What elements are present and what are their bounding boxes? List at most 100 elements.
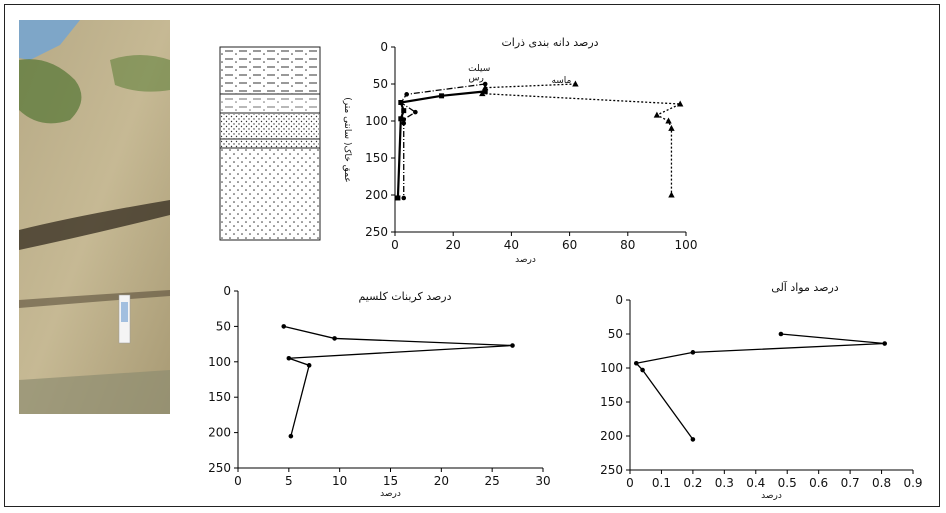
y-tick-label: 250 bbox=[208, 461, 231, 475]
data-point bbox=[668, 191, 675, 198]
layer-fine-sand bbox=[221, 114, 319, 139]
data-point bbox=[439, 93, 445, 99]
series-label: ماسه bbox=[551, 76, 571, 86]
series-label: سیلت bbox=[468, 64, 490, 74]
data-point bbox=[398, 116, 404, 122]
data-point bbox=[281, 324, 287, 329]
layer-silty-clay bbox=[221, 48, 319, 94]
y-tick-label: 250 bbox=[600, 463, 623, 477]
ground-base bbox=[19, 370, 170, 414]
data-point bbox=[690, 437, 696, 442]
x-tick-label: 0 bbox=[234, 474, 242, 488]
data-point bbox=[668, 124, 675, 131]
y-tick-label: 200 bbox=[600, 429, 623, 443]
data-point bbox=[398, 100, 404, 105]
data-point bbox=[778, 331, 784, 337]
data-point bbox=[479, 90, 486, 97]
x-tick-label: 5 bbox=[285, 474, 293, 488]
x-tick-label: 0.9 bbox=[903, 476, 922, 490]
data-point bbox=[482, 88, 488, 94]
chart-title: درصد کربنات کلسیم bbox=[358, 290, 451, 303]
data-point bbox=[395, 195, 401, 201]
y-axis-label: عمق خاک( سانتی متر) bbox=[342, 97, 353, 183]
data-point bbox=[401, 120, 407, 126]
sky-area bbox=[19, 20, 80, 60]
data-point bbox=[665, 117, 672, 124]
y-tick-label: 200 bbox=[208, 426, 231, 440]
x-tick-label: 60 bbox=[562, 238, 577, 252]
data-point bbox=[633, 360, 639, 366]
y-tick-label: 0 bbox=[223, 284, 231, 298]
dark-soil-band bbox=[19, 200, 170, 250]
series-label: رس bbox=[469, 73, 484, 83]
data-point bbox=[640, 367, 645, 373]
x-tick-label: 80 bbox=[620, 238, 635, 252]
data-point bbox=[288, 433, 294, 439]
vegetation-patch bbox=[19, 59, 82, 124]
x-tick-label: 15 bbox=[383, 474, 398, 488]
x-axis-label: درصد bbox=[761, 491, 782, 501]
series-line bbox=[481, 83, 681, 195]
data-point bbox=[401, 195, 407, 201]
series-line bbox=[396, 90, 486, 199]
y-tick-label: 150 bbox=[208, 390, 231, 404]
y-tick-label: 50 bbox=[608, 327, 623, 341]
layer-sand bbox=[221, 149, 319, 239]
y-tick-label: 200 bbox=[365, 188, 388, 202]
chart-title: درصد دانه بندی ذرات bbox=[501, 36, 598, 49]
data-point bbox=[404, 92, 409, 97]
series-line bbox=[635, 333, 885, 440]
x-tick-label: 20 bbox=[446, 238, 461, 252]
vegetation-patch-right bbox=[110, 55, 170, 92]
data-point bbox=[401, 108, 407, 114]
x-tick-label: 0.8 bbox=[872, 476, 891, 490]
y-tick-label: 0 bbox=[615, 293, 623, 307]
y-tick-label: 150 bbox=[365, 151, 388, 165]
y-tick-label: 150 bbox=[600, 395, 623, 409]
y-tick-label: 0 bbox=[380, 40, 388, 54]
x-tick-label: 20 bbox=[434, 474, 449, 488]
data-point bbox=[306, 363, 312, 368]
y-tick-label: 100 bbox=[208, 355, 231, 369]
y-tick-label: 50 bbox=[216, 319, 231, 333]
data-point bbox=[572, 80, 579, 87]
data-point bbox=[510, 343, 515, 348]
x-tick-label: 25 bbox=[485, 474, 500, 488]
chart-title: درصد مواد آلی bbox=[771, 280, 839, 294]
scale-bar-label bbox=[121, 302, 128, 322]
data-point bbox=[882, 341, 887, 346]
data-point bbox=[482, 81, 488, 87]
x-tick-label: 30 bbox=[535, 474, 550, 488]
x-tick-label: 0 bbox=[391, 238, 399, 252]
soil-band bbox=[19, 290, 170, 308]
data-point bbox=[286, 355, 292, 361]
x-tick-label: 0.6 bbox=[809, 476, 828, 490]
y-tick-label: 50 bbox=[373, 77, 388, 91]
x-tick-label: 100 bbox=[675, 238, 698, 252]
y-tick-label: 100 bbox=[365, 114, 388, 128]
x-tick-label: 0 bbox=[626, 476, 634, 490]
y-tick-label: 100 bbox=[600, 361, 623, 375]
x-tick-label: 0.3 bbox=[715, 476, 734, 490]
x-tick-label: 0.5 bbox=[778, 476, 797, 490]
x-tick-label: 0.7 bbox=[841, 476, 860, 490]
data-point bbox=[676, 100, 684, 107]
x-tick-label: 0.4 bbox=[746, 476, 765, 490]
x-tick-label: 0.1 bbox=[652, 476, 671, 490]
data-point bbox=[332, 336, 337, 341]
layer-silt bbox=[221, 95, 319, 113]
x-tick-label: 40 bbox=[504, 238, 519, 252]
data-point bbox=[413, 109, 418, 115]
data-point bbox=[482, 84, 489, 91]
x-tick-label: 0.2 bbox=[683, 476, 702, 490]
data-point bbox=[653, 111, 661, 118]
x-axis-label: درصد bbox=[380, 489, 401, 499]
x-tick-label: 10 bbox=[332, 474, 347, 488]
y-tick-label: 250 bbox=[365, 225, 388, 239]
x-axis-label: درصد bbox=[515, 255, 536, 265]
data-point bbox=[690, 350, 696, 355]
